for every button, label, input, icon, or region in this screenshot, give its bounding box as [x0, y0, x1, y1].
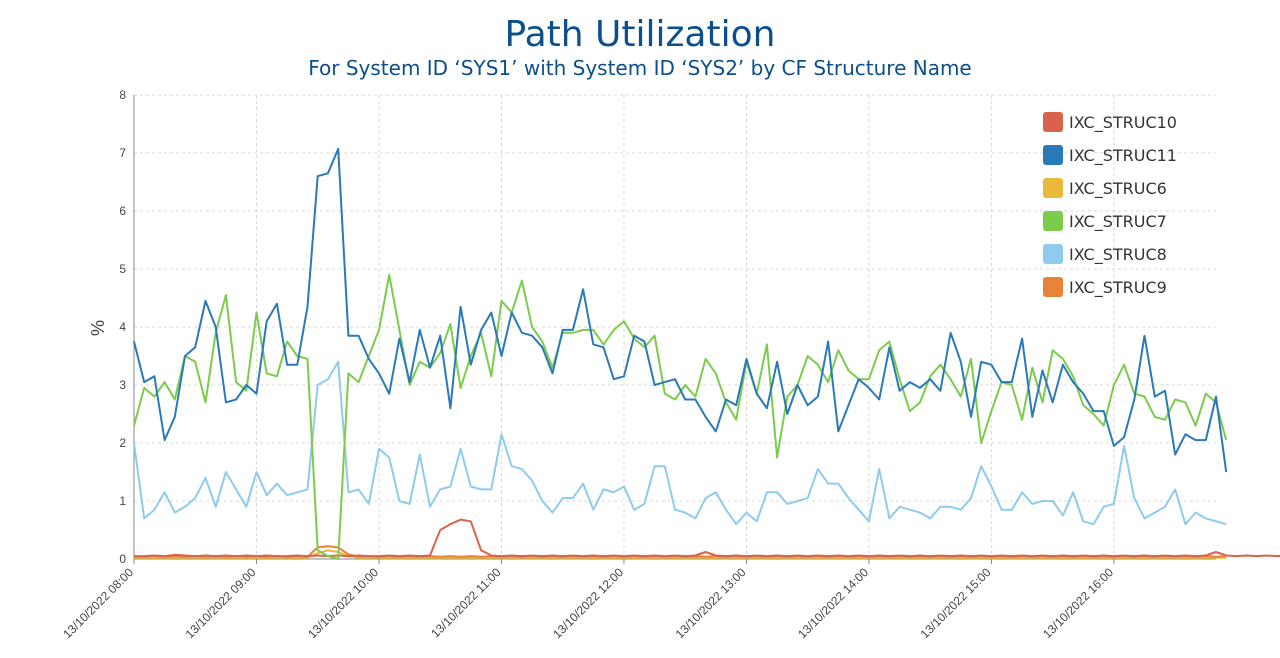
y-tick-label: 6 [119, 204, 126, 218]
x-tick-label: 13/10/2022 10:00 [305, 565, 381, 641]
y-tick-label: 0 [119, 552, 126, 566]
legend-label: IXC_STRUC9 [1069, 278, 1167, 298]
x-tick-label: 13/10/2022 12:00 [550, 565, 626, 641]
y-tick-label: 1 [119, 494, 126, 508]
x-tick-label: 13/10/2022 08:00 [60, 565, 136, 641]
legend-item[interactable]: IXC_STRUC6 [1043, 178, 1167, 199]
x-tick-label: 13/10/2022 13:00 [673, 565, 749, 641]
legend-label: IXC_STRUC11 [1069, 146, 1177, 166]
y-tick-label: 7 [119, 146, 126, 160]
legend-item[interactable]: IXC_STRUC9 [1043, 277, 1167, 298]
legend: IXC_STRUC10 IXC_STRUC11 IXC_STRUC6 IXC_STRU… [1043, 112, 1177, 298]
legend-swatch [1043, 277, 1063, 297]
y-tick-label: 5 [119, 262, 126, 276]
series-layer [133, 147, 1280, 560]
legend-swatch [1043, 112, 1063, 132]
y-axis-label: % [88, 320, 108, 336]
grid [133, 94, 1216, 560]
legend-label: IXC_STRUC10 [1069, 113, 1177, 133]
legend-swatch [1043, 244, 1063, 264]
y-tick-label: 4 [119, 320, 126, 334]
x-tick-label: 13/10/2022 14:00 [795, 565, 871, 641]
legend-swatch [1043, 145, 1063, 165]
x-tick-label: 13/10/2022 11:00 [428, 565, 504, 641]
chart-title: Path Utilization [504, 14, 776, 55]
y-tick-label: 3 [119, 378, 126, 392]
x-tick-label: 13/10/2022 16:00 [1040, 565, 1116, 641]
series-line-ixc-struc11 [133, 147, 1228, 473]
series-line-ixc-struc10 [134, 518, 1280, 558]
legend-item[interactable]: IXC_STRUC8 [1043, 244, 1167, 265]
legend-item[interactable]: IXC_STRUC11 [1043, 145, 1177, 166]
legend-swatch [1043, 178, 1063, 198]
chart-subtitle: For System ID ‘SYS1’ with System ID ‘SYS… [308, 56, 972, 80]
legend-item[interactable]: IXC_STRUC10 [1043, 112, 1177, 133]
legend-label: IXC_STRUC8 [1069, 245, 1167, 265]
legend-swatch [1043, 211, 1063, 231]
x-tick-label: 13/10/2022 09:00 [183, 565, 259, 641]
y-tick-label: 8 [119, 88, 126, 102]
series-line-ixc-struc6 [134, 549, 1227, 559]
legend-item[interactable]: IXC_STRUC7 [1043, 211, 1167, 232]
y-tick-label: 2 [119, 436, 126, 450]
series-line-ixc-struc8 [133, 360, 1227, 526]
series-line-ixc-struc7 [133, 273, 1228, 560]
legend-label: IXC_STRUC7 [1069, 212, 1167, 232]
legend-label: IXC_STRUC6 [1069, 179, 1167, 199]
x-tick-label: 13/10/2022 15:00 [918, 565, 994, 641]
